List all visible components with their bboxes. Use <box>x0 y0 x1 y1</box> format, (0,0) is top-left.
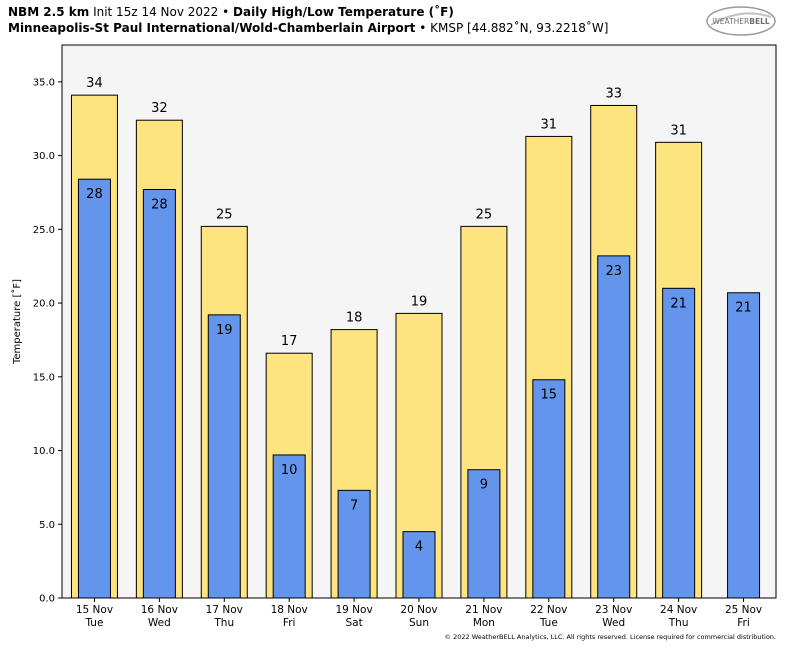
low-value-label: 28 <box>151 198 168 213</box>
x-tick-day-label: Tue <box>84 617 103 629</box>
x-tick-date-label: 22 Nov <box>530 604 567 616</box>
high-value-label: 18 <box>346 311 363 326</box>
x-tick-date-label: 19 Nov <box>335 604 372 616</box>
x-tick-day-label: Tue <box>539 617 558 629</box>
station-name: Minneapolis-St Paul International/Wold-C… <box>8 21 416 35</box>
copyright-notice: © 2022 WeatherBELL Analytics, LLC. All r… <box>444 633 776 641</box>
low-value-label: 4 <box>415 540 423 555</box>
title-line-2: Minneapolis-St Paul International/Wold-C… <box>8 21 608 36</box>
low-value-label: 21 <box>735 301 752 316</box>
low-value-label: 21 <box>670 296 687 311</box>
y-tick-label: 0.0 <box>39 594 55 605</box>
x-tick-date-label: 20 Nov <box>400 604 437 616</box>
x-tick-day-label: Sat <box>345 617 362 629</box>
low-bar <box>727 292 761 599</box>
x-tick-day-label: Wed <box>602 617 625 629</box>
svg-text:WEATHERBELL: WEATHERBELL <box>712 17 769 26</box>
x-tick-day-label: Thu <box>668 617 689 629</box>
x-tick-date-label: 17 Nov <box>206 604 243 616</box>
y-tick-label: 5.0 <box>39 520 55 531</box>
low-value-label: 15 <box>541 388 558 403</box>
low-value-label: 7 <box>350 498 358 513</box>
high-value-label: 25 <box>476 207 493 222</box>
title-line-1: NBM 2.5 km Init 15z 14 Nov 2022 • Daily … <box>8 5 454 20</box>
weatherbell-logo: WEATHERBELL <box>705 5 777 37</box>
y-tick-label: 15.0 <box>33 372 55 383</box>
y-tick-label: 35.0 <box>33 77 55 88</box>
x-tick-date-label: 24 Nov <box>660 604 697 616</box>
init-time: Init 15z 14 Nov 2022 <box>93 5 219 19</box>
title-separator: • <box>419 21 427 35</box>
logo-text-bold: BELL <box>749 17 770 26</box>
low-value-label: 9 <box>480 478 488 493</box>
high-value-label: 32 <box>151 101 168 116</box>
product-name: Daily High/Low Temperature (˚F) <box>233 5 454 19</box>
y-axis-label: Temperature [˚F] <box>11 279 23 365</box>
low-value-label: 28 <box>86 187 103 202</box>
x-tick-date-label: 16 Nov <box>141 604 178 616</box>
low-bar <box>207 314 241 599</box>
high-value-label: 17 <box>281 334 298 349</box>
high-value-label: 34 <box>86 76 103 91</box>
low-bar <box>467 469 501 599</box>
x-tick-date-label: 23 Nov <box>595 604 632 616</box>
low-value-label: 23 <box>605 264 622 279</box>
x-tick-date-label: 18 Nov <box>271 604 308 616</box>
low-bar <box>142 189 176 599</box>
y-tick-label: 30.0 <box>33 151 55 162</box>
y-axis: 0.0 5.0 10.0 15.0 20.0 25.0 30.0 35.0 <box>33 77 62 605</box>
x-tick-date-label: 25 Nov <box>725 604 762 616</box>
bar-labels: 34 28 32 28 25 19 17 10 18 7 19 4 25 9 31 15 33 23 31 21 21 <box>86 76 752 555</box>
station-location: KMSP [44.882˚N, 93.2218˚W] <box>430 21 609 35</box>
x-tick-day-label: Mon <box>473 617 495 629</box>
low-bar <box>77 178 111 599</box>
high-value-label: 19 <box>411 294 428 309</box>
low-bar <box>337 489 371 599</box>
x-tick-day-label: Sun <box>409 617 429 629</box>
low-bars <box>77 178 761 599</box>
high-value-label: 31 <box>670 123 687 138</box>
x-tick-day-label: Fri <box>283 617 296 629</box>
x-tick-date-label: 21 Nov <box>465 604 502 616</box>
high-value-label: 33 <box>605 86 622 101</box>
logo-text-main: WEATHER <box>712 17 749 26</box>
low-bar <box>272 454 306 599</box>
model-name: NBM 2.5 km <box>8 5 90 19</box>
low-value-label: 10 <box>281 463 298 478</box>
x-tick-day-label: Fri <box>737 617 750 629</box>
low-bar <box>597 255 631 599</box>
high-value-label: 31 <box>541 117 558 132</box>
low-value-label: 19 <box>216 323 233 338</box>
high-value-label: 25 <box>216 207 233 222</box>
y-tick-label: 20.0 <box>33 299 55 310</box>
low-bar <box>532 379 566 599</box>
x-tick-day-label: Wed <box>148 617 171 629</box>
x-tick-day-label: Thu <box>213 617 234 629</box>
cloud-swirl-logo-icon: WEATHERBELL <box>706 6 776 36</box>
title-separator: • <box>222 5 230 19</box>
y-tick-label: 25.0 <box>33 225 55 236</box>
low-bar <box>662 287 696 599</box>
x-tick-date-label: 15 Nov <box>76 604 113 616</box>
y-tick-label: 10.0 <box>33 446 55 457</box>
